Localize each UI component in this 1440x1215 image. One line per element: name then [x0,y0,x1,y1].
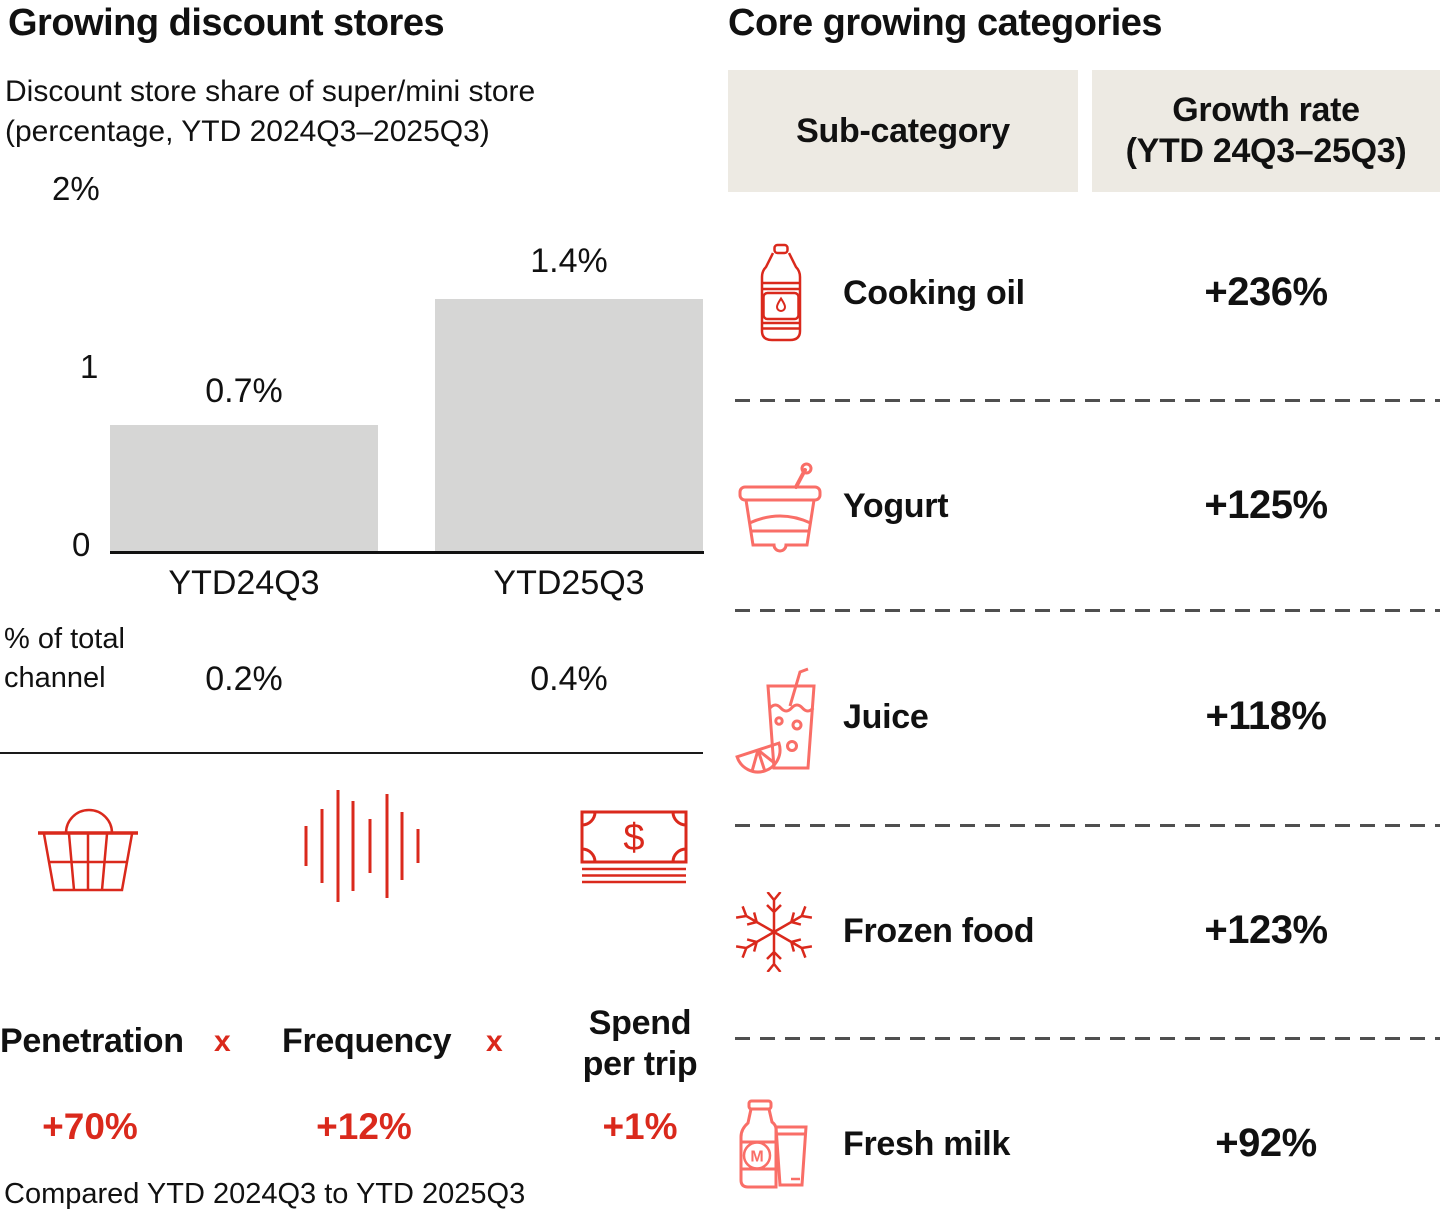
spend-per-trip-label: Spend per trip [582,1004,698,1083]
frequency-value: +12% [316,1106,412,1147]
spend-per-trip-value: +1% [602,1106,678,1147]
subcategory-label: Yogurt [843,487,949,525]
right-panel-title: Core growing categories [728,2,1163,44]
bar-value-label-ytd25q3: 1.4% [530,242,608,280]
subcategory-label: Juice [843,698,929,736]
subcategory-label: Cooking oil [843,274,1025,312]
basket-icon [36,800,140,892]
penetration-label: Penetration [0,1022,184,1060]
frequency-label: Frequency [282,1022,452,1060]
yogurt-icon [736,461,824,553]
x-axis-baseline [110,551,704,554]
dashed-row-divider [735,609,1440,612]
growth-rate-value: +92% [1215,1121,1317,1165]
x-axis-label-ytd24q3: YTD24Q3 [168,564,320,602]
juice-icon [734,662,820,780]
y-axis-tick-1: 1 [80,348,99,385]
pct-of-total-channel-label: % of total channel [4,623,125,694]
bar-value-label-ytd24q3: 0.7% [205,372,283,410]
y-axis-tick-0: 0 [72,526,91,563]
left-panel-title: Growing discount stores [8,2,445,44]
dashed-row-divider [735,824,1440,827]
table-header-subcategory: Sub-category [728,70,1078,192]
growth-rate-value: +123% [1204,908,1328,952]
pct-of-total-channel-value-ytd24q3: 0.2% [205,660,283,698]
subcategory-label: Frozen food [843,912,1035,950]
penetration-value: +70% [42,1106,138,1147]
multiply-separator: x [486,1025,503,1058]
growth-rate-value: +236% [1204,270,1328,314]
chart-subtitle-line2: (percentage, YTD 2024Q3–2025Q3) [5,115,490,148]
bar-chart-plot-area [0,190,705,554]
svg-text:$: $ [623,817,644,859]
bar-ytd25q3 [435,299,703,552]
frequency-icon [304,788,420,904]
money-icon: $ [580,810,688,884]
y-axis-tick-2pct: 2% [52,170,100,207]
growth-rate-value: +125% [1204,483,1328,527]
svg-text:M: M [750,1149,763,1166]
cooking-oil-icon [758,243,804,343]
horizontal-divider [0,752,703,754]
pct-of-total-channel-value-ytd25q3: 0.4% [530,660,608,698]
subcategory-label: Fresh milk [843,1125,1011,1163]
chart-subtitle-line1: Discount store share of super/mini store [5,75,536,108]
table-header-growth-rate-text: Growth rate (YTD 24Q3–25Q3) [1125,91,1407,170]
x-axis-label-ytd25q3: YTD25Q3 [493,564,645,602]
chart-subtitle: Discount store share of super/mini store… [5,72,535,152]
dashed-row-divider [735,1037,1440,1040]
dashed-row-divider [735,399,1440,402]
fresh-milk-icon: M [736,1099,816,1191]
multiply-separator: x [214,1025,231,1058]
bar-ytd24q3 [110,425,378,552]
growth-rate-value: +118% [1205,694,1327,738]
frozen-food-icon snowflake-icon [734,892,814,972]
table-header-growth-rate: Growth rate (YTD 24Q3–25Q3) [1092,70,1440,192]
comparison-footnote: Compared YTD 2024Q3 to YTD 2025Q3 [4,1178,526,1210]
